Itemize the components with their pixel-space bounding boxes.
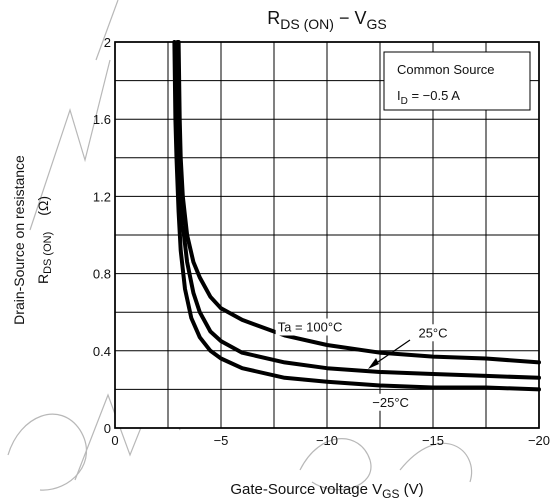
curve-label-text: Ta = 100°C (278, 320, 343, 335)
y-axis-subscript: DS (ON) (42, 232, 54, 274)
x-axis-label-text: Gate-Source voltage V (230, 481, 382, 498)
annotation-layer: Ta = 100°C 25°C −25°C (275, 318, 450, 411)
curve-label-background (275, 318, 345, 336)
y-tick-label: 1.2 (93, 189, 111, 204)
y-tick-label: 1.6 (93, 112, 111, 127)
plot-frame (114, 41, 540, 429)
condition-box: Common Source ID = −0.5 A (383, 51, 531, 111)
condition-box-frame (383, 51, 531, 111)
y-axis-symbol: R (35, 274, 51, 284)
title-symbol: R (267, 8, 280, 28)
y-axis-unit: (Ω) (35, 196, 51, 216)
y-tick-label: 0 (104, 421, 111, 436)
drain-current-value: = −0.5 A (408, 88, 460, 103)
drain-current-subscript: D (401, 96, 408, 107)
x-tick-label: −5 (214, 433, 229, 448)
chart-title: RDS (ON) − VGS (267, 8, 386, 32)
title-subscript-2: GS (366, 16, 386, 32)
y-tick-label: 0.4 (93, 344, 111, 359)
y-axis-label-line2: RDS (ON) (Ω) (35, 196, 54, 284)
curve-label: −25°C (370, 393, 411, 411)
curve-label-background (370, 393, 411, 411)
x-tick-labels: 0 −5 −10 −15 −20 (111, 433, 550, 448)
drain-current-label: ID = −0.5 A (397, 88, 460, 107)
x-axis-label: Gate-Source voltage VGS (V) (230, 481, 423, 501)
curve-label: 25°C (416, 324, 450, 342)
curve-label-background (416, 324, 450, 342)
drain-current-symbol: I (397, 88, 401, 103)
y-tick-label: 2 (104, 35, 111, 50)
x-tick-label: −10 (316, 433, 338, 448)
x-axis-label-unit: (V) (399, 481, 423, 498)
curve-label-text: −25°C (372, 395, 409, 410)
series-25-c-curve (175, 40, 541, 380)
y-tick-labels: 0 0.4 0.8 1.2 1.6 2 (93, 35, 111, 436)
x-tick-label: 0 (111, 433, 118, 448)
curve-label-text: 25°C (418, 325, 447, 340)
series-layer (172, 40, 541, 392)
x-axis-label-subscript: GS (382, 487, 399, 501)
y-axis-label-line1: Drain-Source on resistance (11, 155, 27, 325)
curve-label: Ta = 100°C (275, 318, 345, 336)
y-tick-label: 0.8 (93, 267, 111, 282)
x-tick-label: −20 (528, 433, 550, 448)
title-subscript: DS (ON) (280, 16, 334, 32)
series-25-c-curve (172, 40, 541, 392)
label-pointer-arrow (368, 339, 411, 369)
condition-label: Common Source (397, 62, 495, 77)
x-tick-label: −15 (422, 433, 444, 448)
title-tail: − V (334, 8, 367, 28)
